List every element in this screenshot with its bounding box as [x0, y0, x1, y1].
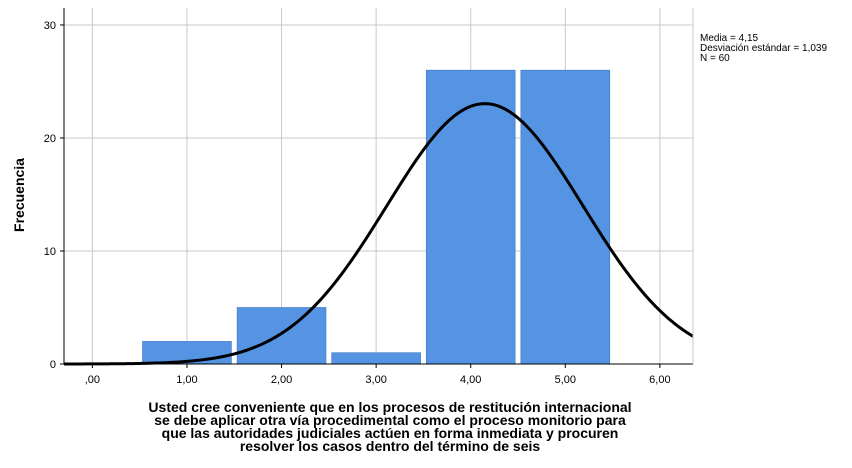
histogram-bar: [331, 352, 421, 365]
histogram-bar: [236, 307, 327, 365]
y-tick-labels: 0 10 20 30: [44, 20, 56, 371]
x-tick-label: 4,00: [460, 374, 481, 386]
x-tick-label: ,00: [85, 374, 100, 386]
stats-box: Media = 4,15 Desviación estándar = 1,039…: [700, 34, 827, 64]
stat-mean: Media = 4,15: [700, 33, 759, 44]
histogram-bar: [520, 69, 611, 365]
y-tick-label: 20: [44, 133, 56, 145]
axes: [60, 8, 694, 368]
x-tick-label: 3,00: [365, 374, 386, 386]
y-axis-label: Frecuencia: [11, 158, 27, 232]
histogram-bar: [425, 69, 516, 365]
x-axis-label-line: Usted cree conveniente que en los proces…: [148, 399, 632, 415]
x-axis-label-line: que las autoridades judiciales actúen en…: [161, 425, 619, 441]
x-tick-label: 6,00: [649, 374, 670, 386]
x-tick-label: 5,00: [555, 374, 576, 386]
y-tick-label: 30: [44, 20, 56, 32]
x-axis-label-line: se debe aplicar otra vía procedimental c…: [154, 412, 626, 428]
x-tick-label: 1,00: [176, 374, 197, 386]
stat-std-dev: Desviación estándar = 1,039: [700, 43, 828, 54]
x-tick-label: 2,00: [271, 374, 292, 386]
y-tick-label: 0: [50, 359, 56, 371]
x-axis-label: Usted cree conveniente que en los proces…: [40, 399, 740, 454]
stat-n: N = 60: [700, 53, 730, 64]
y-tick-label: 10: [44, 246, 56, 258]
x-axis-label-line: resolver los casos dentro del término de…: [239, 438, 541, 454]
normal-curve: [64, 102, 694, 366]
bars: [142, 69, 611, 365]
x-tick-labels: ,00 1,00 2,00 3,00 4,00 5,00 6,00: [85, 374, 671, 386]
